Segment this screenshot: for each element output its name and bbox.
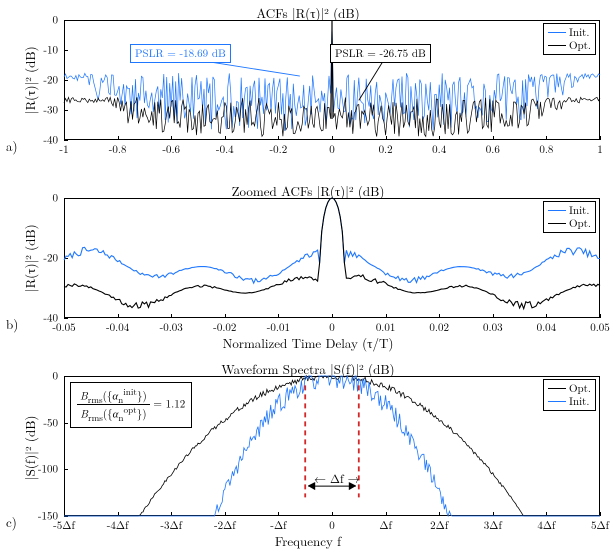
panel_a-ytick: -20 xyxy=(0,73,58,88)
panel_b-xtick: -0.01 xyxy=(267,320,290,335)
panel_a-xtick: 1 xyxy=(597,142,603,157)
panel_b-xlabel: Normalized Time Delay (τ/T) xyxy=(0,333,616,352)
panel_c-xtick: 4Δf xyxy=(537,518,555,533)
panel_c-xtick: 2Δf xyxy=(430,518,448,533)
panel_b-xtick: 0.05 xyxy=(590,320,610,335)
panel_b-xtick: 0.02 xyxy=(429,320,449,335)
panel_b-ytick: 0 xyxy=(0,191,58,206)
panel_b-xtick: 0 xyxy=(329,320,335,335)
panel_c-xtick: 0 xyxy=(329,518,335,533)
panel_a-xtick: -0.6 xyxy=(162,142,180,157)
panel_b-legend: Init.Opt. xyxy=(543,201,596,233)
panel_c-xlabel: Frequency f xyxy=(0,531,616,550)
panel_c-ytick: -50 xyxy=(0,415,58,430)
panel_c-xtick: -4Δf xyxy=(107,518,129,533)
panel_c-xtick: 5Δf xyxy=(591,518,609,533)
panel_c-ytick: -150 xyxy=(0,509,58,524)
panel_c-xtick: -3Δf xyxy=(160,518,182,533)
panel_a-svg xyxy=(64,20,600,140)
panel_a-ytick: -30 xyxy=(0,103,58,118)
panel_a-callout-0: PSLR = -18.69 dB xyxy=(130,44,231,63)
panel_b-ytick: -20 xyxy=(0,251,58,266)
panel_a-xtick: -1 xyxy=(59,142,68,157)
panel_a-xtick: 0.6 xyxy=(486,142,500,157)
panel_b-xtick: -0.02 xyxy=(213,320,236,335)
panel_c-eqbox: Brms({αninit})Brms({αnopt}) = 1.12 xyxy=(70,382,192,428)
panel_a-xtick: -0.2 xyxy=(270,142,288,157)
panel_a-legend: Init.Opt. xyxy=(543,23,596,55)
panel_b-svg xyxy=(64,198,600,318)
panel_c-xtick: -2Δf xyxy=(214,518,236,533)
panel_a-ytick: -40 xyxy=(0,133,58,148)
panel_a-xtick: 0.8 xyxy=(539,142,553,157)
panel_c-ytick: 0 xyxy=(0,369,58,384)
panel_a-ytick: 0 xyxy=(0,13,58,28)
panel_a-xtick: 0.4 xyxy=(432,142,446,157)
panel_b-xtick: -0.04 xyxy=(106,320,129,335)
panel_c-legend: Opt.Init. xyxy=(543,379,596,411)
panel_b-xtick: 0.03 xyxy=(483,320,503,335)
panel_a-xtick: 0 xyxy=(329,142,335,157)
panel_c-xtick: -Δf xyxy=(270,518,286,533)
panel_a-xtick: -0.4 xyxy=(216,142,234,157)
panel_c-ytick: -100 xyxy=(0,462,58,477)
panel_a-xtick: 0.2 xyxy=(379,142,393,157)
panel_b-ytick: -40 xyxy=(0,311,58,326)
panel_a-callout-1: PSLR = -26.75 dB xyxy=(330,44,431,63)
panel_a-ytick: -10 xyxy=(0,43,58,58)
panel_c-xtick: 3Δf xyxy=(484,518,502,533)
panel_b-xtick: 0.01 xyxy=(376,320,396,335)
panel_a-xtick: -0.8 xyxy=(109,142,127,157)
panel_b-xtick: -0.03 xyxy=(160,320,183,335)
panel_c-df-label: ← Δf → xyxy=(314,470,360,487)
panel_c-xtick: Δf xyxy=(379,518,392,533)
panel_b-xtick: 0.04 xyxy=(537,320,557,335)
